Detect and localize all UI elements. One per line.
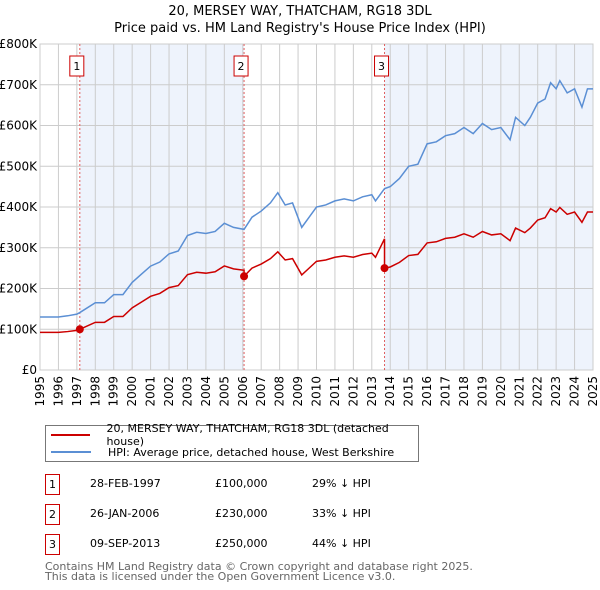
- x-tick-label: 1997: [70, 376, 84, 407]
- legend-hpi-label: HPI: Average price, detached house, West…: [108, 445, 395, 459]
- sale-number-badge: 3: [45, 534, 60, 555]
- x-tick-label: 2002: [162, 376, 176, 407]
- sale-marker-number: 1: [73, 60, 80, 73]
- sale-hpi-diff: 29% ↓ HPI: [312, 477, 371, 490]
- sale-price: £230,000: [215, 507, 268, 520]
- legend-hpi-swatch: [51, 451, 91, 453]
- y-tick-label: £500K: [0, 159, 38, 173]
- sale-row: 2 26-JAN-2006 £230,000 33% ↓ HPI: [45, 504, 465, 525]
- x-tick-label: 1999: [107, 376, 121, 407]
- x-tick-label: 2001: [144, 376, 158, 407]
- legend-property-swatch: [51, 434, 90, 436]
- x-tick-label: 2023: [549, 376, 563, 407]
- hpi-line: [40, 79, 593, 318]
- x-tick-label: 2015: [402, 376, 416, 407]
- y-tick-label: £200K: [0, 282, 38, 296]
- sale-point: [240, 272, 249, 281]
- sale-marker-number: 3: [378, 60, 385, 73]
- x-tick-label: 2004: [199, 376, 213, 407]
- sale-date: 26-JAN-2006: [90, 507, 160, 520]
- x-tick-label: 2017: [439, 376, 453, 407]
- x-tick-label: 2025: [586, 376, 600, 407]
- footer-licence: This data is licensed under the Open Gov…: [45, 570, 396, 583]
- sale-number-badge: 1: [45, 474, 60, 495]
- sale-row: 3 09-SEP-2013 £250,000 44% ↓ HPI: [45, 534, 465, 555]
- x-tick-label: 1998: [88, 376, 102, 407]
- sale-hpi-diff: 44% ↓ HPI: [312, 537, 371, 550]
- x-tick-label: 2005: [217, 376, 231, 407]
- x-tick-label: 2022: [531, 376, 545, 407]
- x-tick-label: 2014: [383, 376, 397, 407]
- x-tick-label: 2016: [420, 376, 434, 407]
- sale-marker-box: [374, 55, 390, 77]
- x-tick-label: 2000: [125, 376, 139, 407]
- y-tick-label: £100K: [0, 322, 38, 336]
- sale-marker-number: 2: [238, 60, 245, 73]
- x-tick-label: 2007: [254, 376, 268, 407]
- x-tick-label: 2009: [291, 376, 305, 407]
- x-tick-label: 1995: [33, 376, 47, 407]
- price-chart: £0 £100K £200K £300K £400K £500K £600K £700K £80…: [0, 37, 600, 407]
- y-tick-label: £0: [22, 363, 37, 377]
- x-tick-label: 2021: [512, 376, 526, 407]
- x-tick-label: 1996: [51, 376, 65, 407]
- sale-hpi-diff: 33% ↓ HPI: [312, 507, 371, 520]
- sale-price: £100,000: [215, 477, 268, 490]
- sale-date: 28-FEB-1997: [90, 477, 161, 490]
- x-tick-label: 2011: [328, 376, 342, 407]
- sale-row: 1 28-FEB-1997 £100,000 29% ↓ HPI: [45, 474, 465, 495]
- sale-point: [380, 264, 389, 273]
- sale-price: £250,000: [215, 537, 268, 550]
- chart-subtitle: Price paid vs. HM Land Registry's House …: [114, 21, 486, 36]
- chart-title: 20, MERSEY WAY, THATCHAM, RG18 3DL: [168, 4, 432, 19]
- y-tick-label: £600K: [0, 119, 38, 133]
- legend: 20, MERSEY WAY, THATCHAM, RG18 3DL (deta…: [45, 422, 419, 462]
- x-tick-label: 2013: [365, 376, 379, 407]
- sale-point: [75, 325, 84, 334]
- sale-number-badge: 2: [45, 504, 60, 525]
- x-tick-label: 2018: [457, 376, 471, 407]
- x-tick-label: 2010: [310, 376, 324, 407]
- plot-frame: [39, 43, 594, 371]
- y-tick-label: £800K: [0, 37, 38, 51]
- x-tick-label: 2020: [494, 376, 508, 407]
- legend-property-label: 20, MERSEY WAY, THATCHAM, RG18 3DL (deta…: [106, 422, 389, 448]
- footer-copyright: Contains HM Land Registry data © Crown c…: [45, 560, 473, 573]
- x-tick-label: 2006: [236, 376, 250, 407]
- sale-marker-box: [233, 55, 249, 77]
- sale-marker-box: [69, 55, 85, 77]
- x-tick-label: 2008: [273, 376, 287, 407]
- y-tick-label: £400K: [0, 200, 38, 214]
- y-tick-label: £300K: [0, 241, 38, 255]
- y-tick-label: £700K: [0, 78, 38, 92]
- x-tick-label: 2024: [568, 376, 582, 407]
- sale-date: 09-SEP-2013: [90, 537, 161, 550]
- x-tick-label: 2012: [346, 376, 360, 407]
- property-price-line: [40, 206, 593, 334]
- x-tick-label: 2003: [180, 376, 194, 407]
- x-tick-label: 2019: [475, 376, 489, 407]
